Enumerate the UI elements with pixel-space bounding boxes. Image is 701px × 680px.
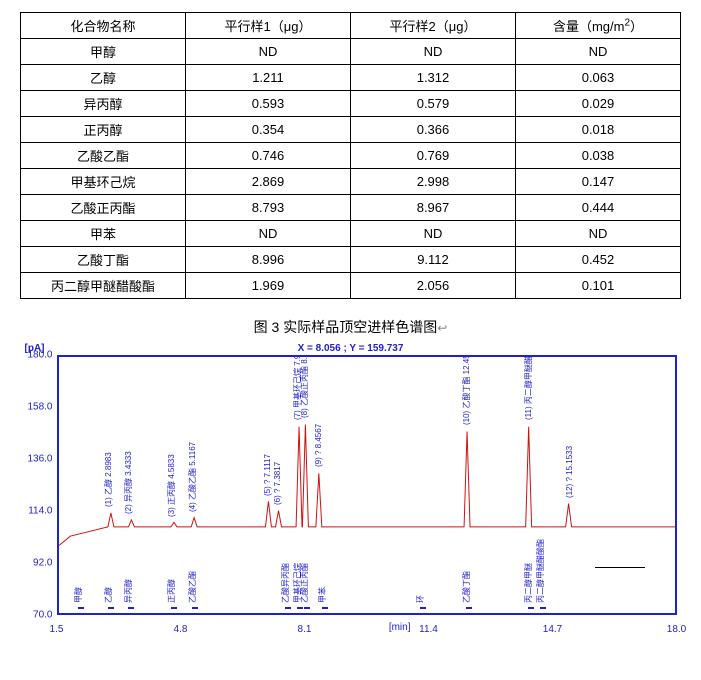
table-cell: 异丙醇 [21, 91, 186, 117]
x-axis-label: [min] [389, 622, 411, 633]
table-cell: 0.101 [516, 273, 681, 299]
marker-label: 丙二醇甲醚醋酸酯 [535, 539, 546, 603]
table-cell: 0.366 [351, 117, 516, 143]
marker-tick [128, 607, 134, 609]
y-tick-label: 92.0 [21, 558, 53, 569]
table-cell: 0.746 [186, 143, 351, 169]
table-cell: ND [186, 39, 351, 65]
marker-tick [108, 607, 114, 609]
table-cell: 甲基环己烷 [21, 169, 186, 195]
y-tick-label: 180.0 [21, 350, 53, 361]
table-cell: 乙醇 [21, 65, 186, 91]
table-row: 乙醇1.2111.3120.063 [21, 65, 681, 91]
data-table: 化合物名称平行样1（μg）平行样2（μg）含量（mg/m2） 甲醇NDNDND乙… [20, 12, 681, 299]
table-cell: 2.869 [186, 169, 351, 195]
table-cell: 0.444 [516, 195, 681, 221]
marker-tick [528, 607, 534, 609]
marker-label: 乙酸乙酯 [187, 571, 198, 603]
marker-tick [297, 607, 303, 609]
table-cell: 2.056 [351, 273, 516, 299]
x-tick-label: 8.1 [298, 624, 312, 635]
table-cell: 0.018 [516, 117, 681, 143]
table-cell: 1.211 [186, 65, 351, 91]
table-row: 异丙醇0.5930.5790.029 [21, 91, 681, 117]
table-cell: 2.998 [351, 169, 516, 195]
x-tick-label: 18.0 [667, 624, 686, 635]
table-row: 甲苯NDNDND [21, 221, 681, 247]
table-row: 丙二醇甲醚醋酸酯1.9692.0560.101 [21, 273, 681, 299]
caption-marker: ↩ [437, 321, 447, 335]
x-tick-label: 14.7 [543, 624, 562, 635]
table-cell: ND [516, 221, 681, 247]
table-cell: 8.996 [186, 247, 351, 273]
table-cell: 0.354 [186, 117, 351, 143]
marker-tick [420, 607, 426, 609]
cursor-readout: X = 8.056 ; Y = 159.737 [298, 343, 404, 354]
y-tick-label: 70.0 [21, 610, 53, 621]
marker-tick [322, 607, 328, 609]
table-cell: 乙酸正丙酯 [21, 195, 186, 221]
table-cell: 甲醇 [21, 39, 186, 65]
table-cell: 0.063 [516, 65, 681, 91]
marker-label: 甲苯 [317, 587, 328, 603]
table-cell: ND [351, 221, 516, 247]
table-row: 甲醇NDNDND [21, 39, 681, 65]
table-cell: 8.793 [186, 195, 351, 221]
plot-frame: (1) 乙醇 2.8983(2) 异丙醇 3.4333(3) 正丙醇 4.583… [57, 355, 677, 615]
legend-line [595, 567, 645, 568]
table-cell: 1.312 [351, 65, 516, 91]
table-cell: ND [516, 39, 681, 65]
marker-label: 乙酸异丙酯 [280, 563, 291, 603]
table-cell: 0.029 [516, 91, 681, 117]
col-header: 化合物名称 [21, 13, 186, 39]
x-tick-label: 11.4 [419, 624, 438, 635]
table-cell: 0.038 [516, 143, 681, 169]
marker-label: 环 [415, 595, 426, 603]
table-cell: 正丙醇 [21, 117, 186, 143]
table-cell: 9.112 [351, 247, 516, 273]
x-tick-label: 1.5 [50, 624, 64, 635]
marker-label: 乙酸正丙酯 [299, 563, 310, 603]
marker-label: 乙酸丁酯 [461, 571, 472, 603]
table-cell: 0.452 [516, 247, 681, 273]
marker-tick [78, 607, 84, 609]
chromatogram-chart: [pA] X = 8.056 ; Y = 159.737 (1) 乙醇 2.89… [21, 345, 681, 635]
table-cell: 0.593 [186, 91, 351, 117]
col-header: 平行样1（μg） [186, 13, 351, 39]
marker-tick [466, 607, 472, 609]
col-header: 平行样2（μg） [351, 13, 516, 39]
marker-label: 甲醇 [73, 587, 84, 603]
table-cell: ND [186, 221, 351, 247]
table-cell: 乙酸乙酯 [21, 143, 186, 169]
marker-tick [540, 607, 546, 609]
table-cell: 0.769 [351, 143, 516, 169]
marker-label: 异丙醇 [123, 579, 134, 603]
table-cell: ND [351, 39, 516, 65]
table-cell: 甲苯 [21, 221, 186, 247]
marker-label: 丙二醇甲醚 [523, 563, 534, 603]
table-row: 乙酸乙酯0.7460.7690.038 [21, 143, 681, 169]
table-cell: 丙二醇甲醚醋酸酯 [21, 273, 186, 299]
figure-caption: 图 3 实际样品顶空进样色谱图↩ [20, 317, 681, 337]
marker-label: 正丙醇 [166, 579, 177, 603]
table-cell: 0.579 [351, 91, 516, 117]
marker-tick [171, 607, 177, 609]
x-tick-label: 4.8 [174, 624, 188, 635]
table-cell: 乙酸丁酯 [21, 247, 186, 273]
marker-tick [192, 607, 198, 609]
y-tick-label: 136.0 [21, 454, 53, 465]
table-row: 乙酸正丙酯8.7938.9670.444 [21, 195, 681, 221]
table-cell: 0.147 [516, 169, 681, 195]
table-cell: 8.967 [351, 195, 516, 221]
table-row: 正丙醇0.3540.3660.018 [21, 117, 681, 143]
y-tick-label: 158.0 [21, 402, 53, 413]
marker-tick [304, 607, 310, 609]
y-tick-label: 114.0 [21, 506, 53, 517]
table-row: 甲基环己烷2.8692.9980.147 [21, 169, 681, 195]
marker-tick [285, 607, 291, 609]
table-cell: 1.969 [186, 273, 351, 299]
col-header: 含量（mg/m2） [516, 13, 681, 39]
marker-label: 乙醇 [103, 587, 114, 603]
table-row: 乙酸丁酯8.9969.1120.452 [21, 247, 681, 273]
